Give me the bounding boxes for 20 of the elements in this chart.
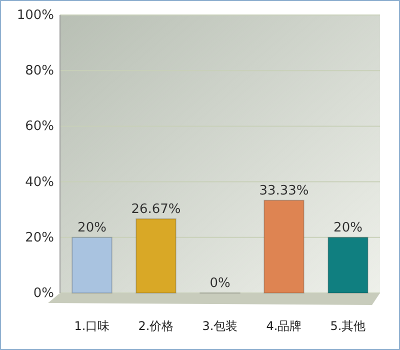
data-label: 33.33% bbox=[259, 183, 309, 198]
y-tick-label: 100% bbox=[16, 8, 54, 23]
data-label: 0% bbox=[210, 276, 230, 291]
bar bbox=[264, 200, 304, 294]
x-tick-label: 3.包装 bbox=[202, 319, 238, 333]
y-tick-label: 0% bbox=[33, 286, 54, 301]
x-tick-label: 2.价格 bbox=[138, 319, 174, 333]
data-label: 20% bbox=[78, 220, 106, 236]
data-label: 20% bbox=[334, 220, 362, 236]
x-tick-label: 1.口味 bbox=[74, 319, 110, 333]
y-tick-label: 40% bbox=[25, 174, 54, 190]
y-tick-label: 80% bbox=[25, 64, 54, 79]
bar bbox=[136, 218, 176, 294]
x-tick-label: 4.品牌 bbox=[266, 319, 302, 333]
x-tick-label: 5.其他 bbox=[330, 319, 366, 333]
y-tick-label: 20% bbox=[25, 230, 54, 246]
data-label: 26.67% bbox=[131, 202, 181, 217]
bar bbox=[328, 236, 368, 294]
bar bbox=[72, 236, 112, 294]
y-tick-label: 60% bbox=[25, 119, 54, 134]
